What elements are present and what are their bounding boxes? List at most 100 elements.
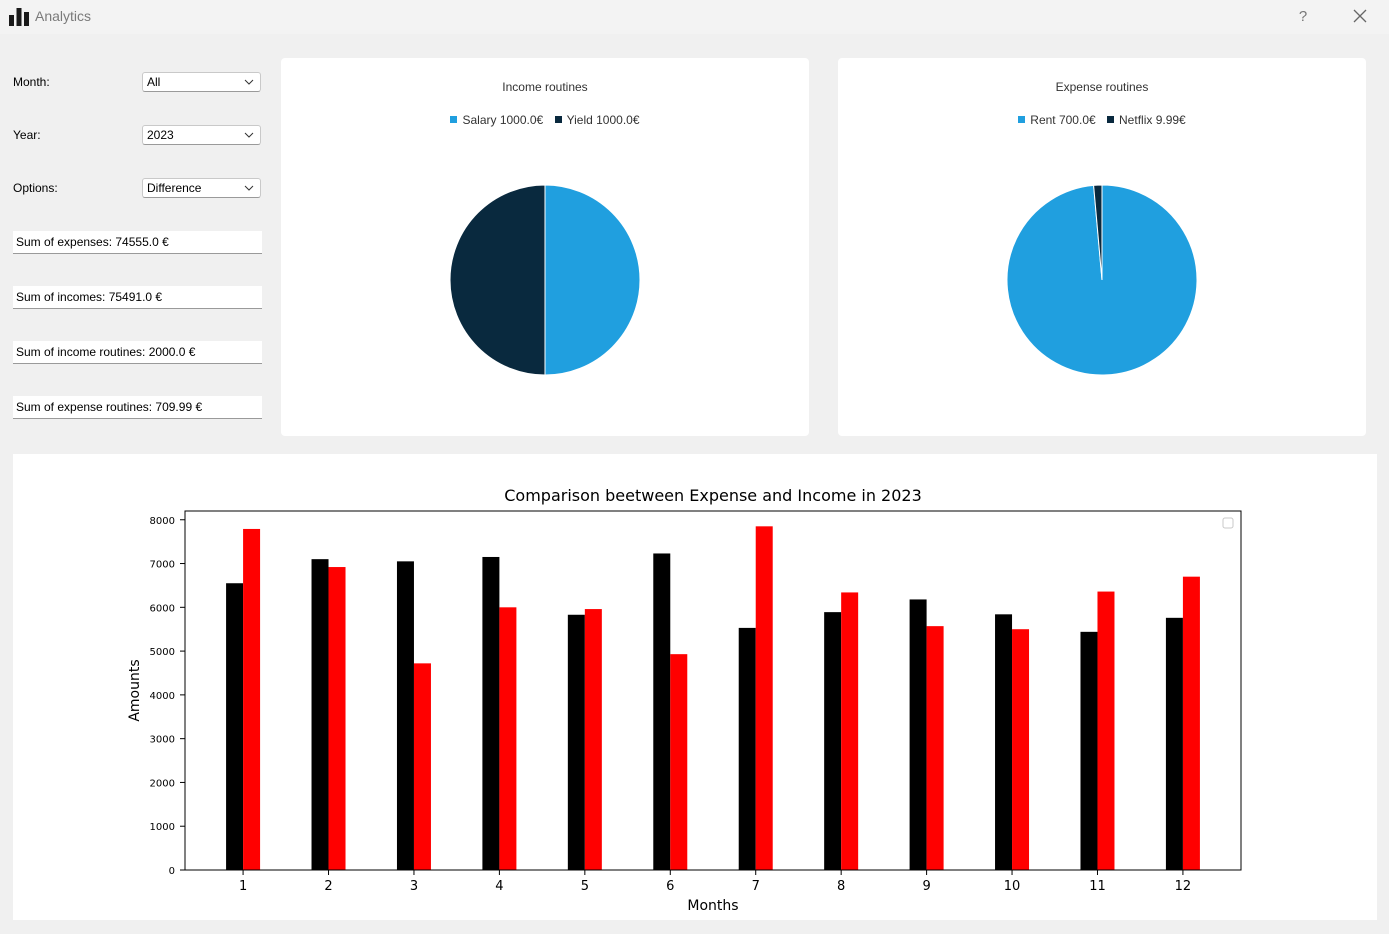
help-icon: ? xyxy=(1298,7,1308,25)
legend-label: Salary 1000.0€ xyxy=(462,113,544,127)
x-tick-label: 9 xyxy=(922,879,930,894)
x-tick-label: 3 xyxy=(410,879,418,894)
sum-incomes-field[interactable]: Sum of incomes: 75491.0 € xyxy=(13,286,262,309)
bar-series0-month-11 xyxy=(1080,631,1098,870)
month-select[interactable]: All xyxy=(142,72,261,92)
income-pie-slice-0 xyxy=(544,184,641,376)
bar-series0-month-4 xyxy=(482,556,500,870)
y-tick-label: 0 xyxy=(169,866,175,877)
bar-series0-month-7 xyxy=(738,627,756,870)
bar-series0-month-9 xyxy=(909,599,927,870)
y-tick-label: 2000 xyxy=(150,778,175,789)
y-tick-label: 8000 xyxy=(150,516,175,527)
legend-label: Netflix 9.99€ xyxy=(1119,113,1186,127)
y-tick-label: 7000 xyxy=(150,560,175,571)
chevron-down-icon xyxy=(244,79,254,85)
legend-item-rent[interactable]: Rent 700.0€ xyxy=(1018,113,1096,127)
legend-item-salary[interactable]: Salary 1000.0€ xyxy=(450,113,543,127)
legend-label: Rent 700.0€ xyxy=(1030,113,1096,127)
legend-swatch xyxy=(1107,116,1115,123)
close-button[interactable] xyxy=(1337,0,1383,32)
bar-series1-month-9 xyxy=(926,626,944,870)
plot-frame xyxy=(184,510,1242,871)
legend-box xyxy=(1222,517,1234,529)
income-routines-panel: Income routines Salary 1000.0€ Yield 100… xyxy=(281,58,809,436)
bar-series0-month-10 xyxy=(995,614,1013,870)
x-tick-label: 8 xyxy=(837,879,845,894)
bar-series0-month-2 xyxy=(311,559,329,870)
expense-routines-panel: Expense routines Rent 700.0€ Netflix 9.9… xyxy=(838,58,1366,436)
bar-series1-month-1 xyxy=(243,528,261,870)
income-pie-chart xyxy=(449,184,641,376)
sum-incomes-text: Sum of incomes: 75491.0 € xyxy=(16,290,163,304)
x-tick-label: 2 xyxy=(324,879,332,894)
y-tick-label: 4000 xyxy=(150,691,175,702)
expense-pie-slice-1 xyxy=(1093,184,1103,281)
x-tick-label: 6 xyxy=(666,879,674,894)
x-tick-label: 1 xyxy=(239,879,247,894)
x-tick-label: 7 xyxy=(752,879,760,894)
legend-label: Yield 1000.0€ xyxy=(566,113,640,127)
year-select[interactable]: 2023 xyxy=(142,125,261,145)
bar-series0-month-8 xyxy=(824,612,842,870)
bar-series1-month-11 xyxy=(1097,591,1115,870)
sum-income-routines-field[interactable]: Sum of income routines: 2000.0 € xyxy=(13,341,262,364)
options-select[interactable]: Difference xyxy=(142,178,261,198)
bar-series1-month-4 xyxy=(499,607,517,870)
chevron-down-icon xyxy=(244,185,254,191)
window-title: Analytics xyxy=(35,8,92,24)
x-tick-label: 10 xyxy=(1004,879,1021,894)
bar-chart-icon xyxy=(9,8,29,26)
comparison-bar-chart: Comparison beetween Expense and Income i… xyxy=(127,486,1242,914)
bar-series1-month-6 xyxy=(670,654,688,870)
options-label: Options: xyxy=(13,181,58,195)
y-tick-label: 5000 xyxy=(150,647,175,658)
help-button[interactable]: ? xyxy=(1280,0,1326,32)
sum-expense-routines-field[interactable]: Sum of expense routines: 709.99 € xyxy=(13,396,262,419)
legend-item-netflix[interactable]: Netflix 9.99€ xyxy=(1107,113,1186,127)
income-pie-slice-1 xyxy=(449,184,546,376)
x-tick-label: 11 xyxy=(1089,879,1106,894)
month-label: Month: xyxy=(13,75,50,89)
income-pie-legend: Salary 1000.0€ Yield 1000.0€ xyxy=(281,113,809,127)
x-tick-label: 12 xyxy=(1175,879,1192,894)
income-pie-title: Income routines xyxy=(502,80,588,94)
y-tick-label: 6000 xyxy=(150,603,175,614)
x-tick-label: 5 xyxy=(581,879,589,894)
legend-item-yield[interactable]: Yield 1000.0€ xyxy=(554,113,640,127)
y-axis-label: Amounts xyxy=(127,659,143,721)
sum-income-routines-text: Sum of income routines: 2000.0 € xyxy=(16,345,196,359)
x-tick-label: 4 xyxy=(495,879,503,894)
legend-swatch xyxy=(1018,116,1026,123)
comparison-chart-panel: Comparison beetween Expense and Income i… xyxy=(13,454,1377,920)
bar-series1-month-2 xyxy=(328,567,346,870)
year-select-value: 2023 xyxy=(147,128,174,142)
bar-series1-month-3 xyxy=(413,663,431,870)
chevron-down-icon xyxy=(244,132,254,138)
bar-series1-month-10 xyxy=(1012,629,1030,870)
bar-series0-month-5 xyxy=(567,614,585,870)
legend-swatch xyxy=(450,116,458,123)
chart-title: Comparison beetween Expense and Income i… xyxy=(504,486,922,505)
sum-expenses-field[interactable]: Sum of expenses: 74555.0 € xyxy=(13,231,262,254)
bar-series1-month-12 xyxy=(1182,576,1200,870)
y-tick-label: 3000 xyxy=(150,735,175,746)
y-tick-label: 1000 xyxy=(150,822,175,833)
sum-expense-routines-text: Sum of expense routines: 709.99 € xyxy=(16,400,203,414)
bar-series1-month-8 xyxy=(841,592,859,870)
x-axis-label: Months xyxy=(687,898,738,914)
bar-series0-month-6 xyxy=(653,553,671,870)
legend-swatch xyxy=(554,116,562,123)
year-label: Year: xyxy=(13,128,41,142)
bar-series0-month-3 xyxy=(396,561,414,870)
expense-pie-chart xyxy=(1006,184,1198,376)
expense-pie-legend: Rent 700.0€ Netflix 9.99€ xyxy=(838,113,1366,127)
bar-series1-month-7 xyxy=(755,526,773,870)
expense-pie-title: Expense routines xyxy=(1055,80,1149,94)
sum-expenses-text: Sum of expenses: 74555.0 € xyxy=(16,235,169,249)
options-select-value: Difference xyxy=(147,181,202,195)
title-bar: Analytics ? xyxy=(0,0,1389,34)
bar-series0-month-1 xyxy=(226,583,244,870)
month-select-value: All xyxy=(147,75,161,89)
close-icon xyxy=(1353,9,1367,23)
